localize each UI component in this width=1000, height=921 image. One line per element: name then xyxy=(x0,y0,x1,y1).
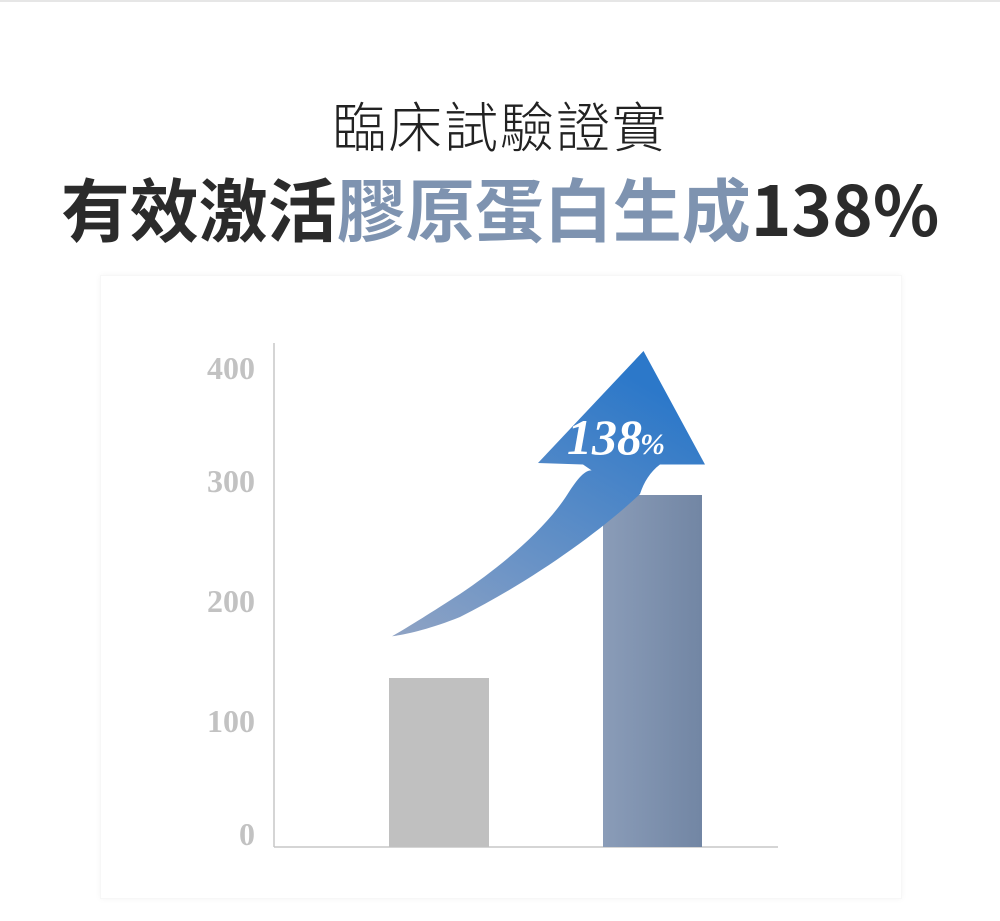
svg-text:300: 300 xyxy=(207,463,255,499)
svg-text:200: 200 xyxy=(207,583,255,619)
svg-text:400: 400 xyxy=(207,350,255,386)
svg-text:100: 100 xyxy=(207,703,255,739)
svg-text:0: 0 xyxy=(239,816,255,852)
